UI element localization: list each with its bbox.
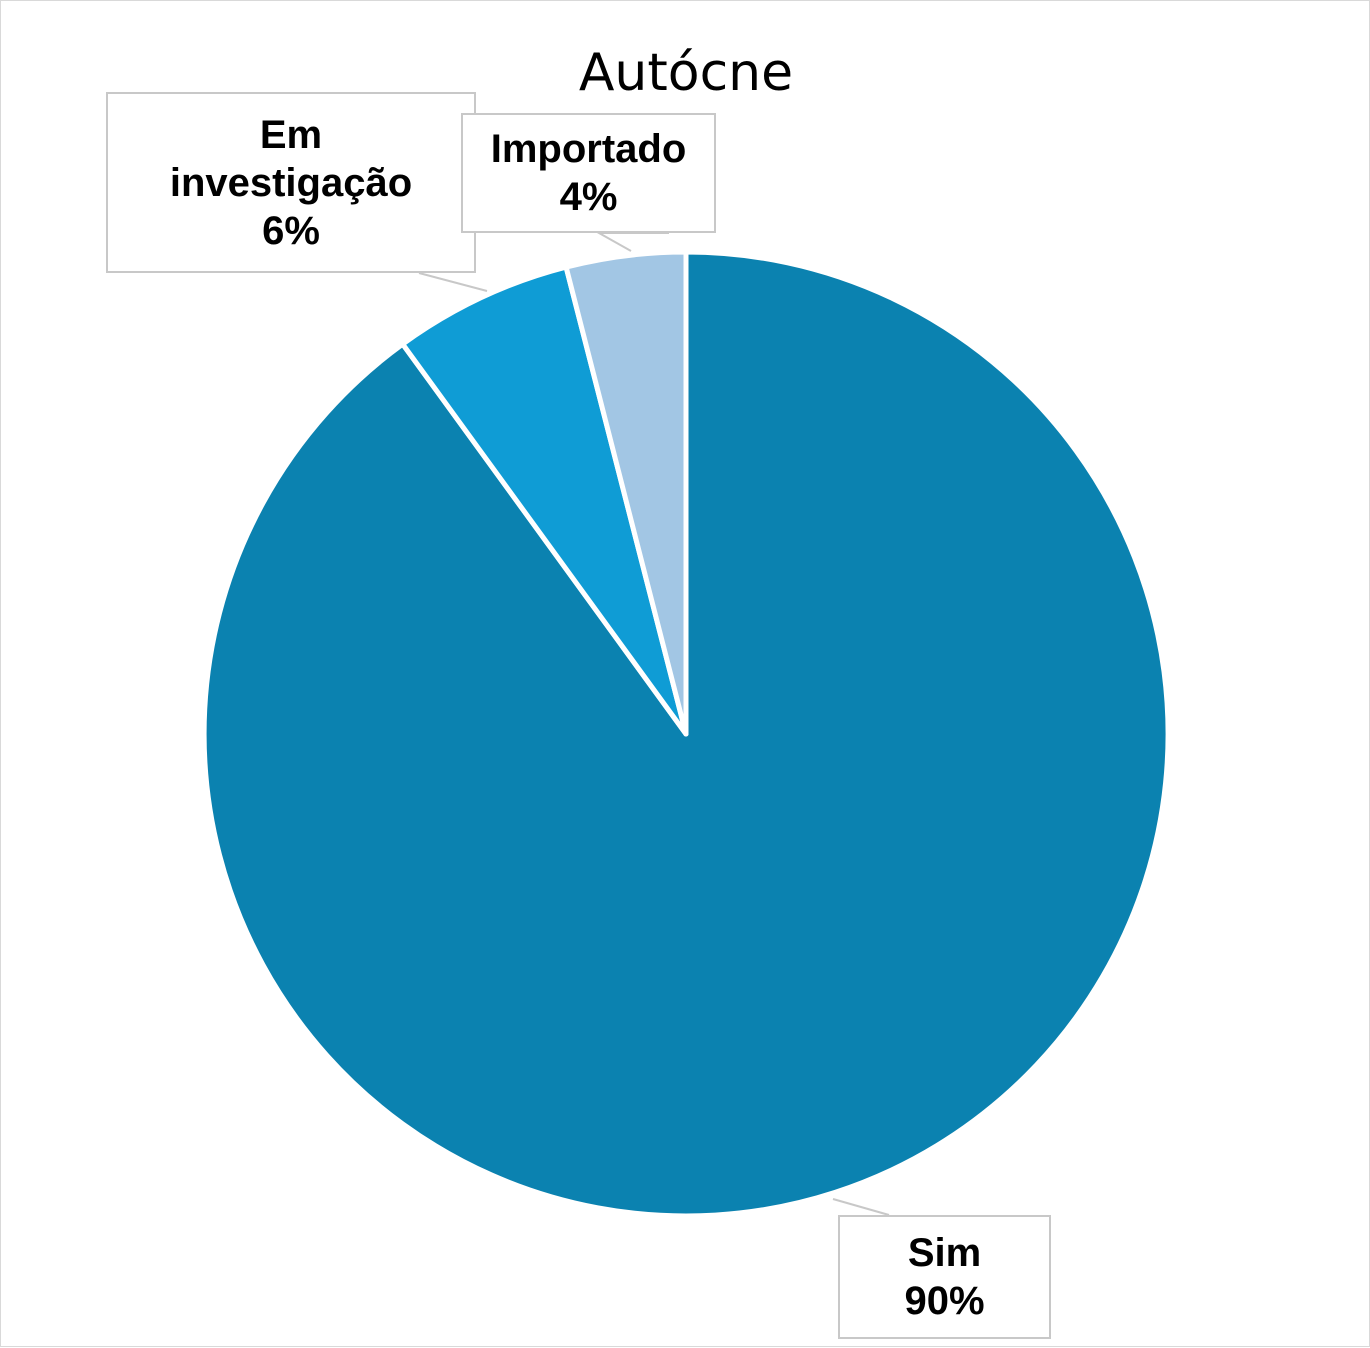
slice-value-sim: 90% bbox=[904, 1279, 985, 1323]
slice-label-em-investigacao: Em investigação bbox=[169, 112, 413, 205]
slice-label-importado: Importado bbox=[490, 127, 687, 171]
leader-line-importado bbox=[595, 232, 669, 252]
callout-importado: Importado 4% bbox=[461, 113, 716, 233]
pie-slice-em-investigacao bbox=[400, 264, 689, 737]
pie-slice-importado bbox=[563, 249, 689, 737]
leader-line-em-investigacao bbox=[418, 272, 488, 292]
slice-value-em-investigacao: 6% bbox=[262, 208, 320, 253]
chart-title: Autócne bbox=[578, 43, 794, 103]
slice-value-importado: 4% bbox=[559, 175, 618, 219]
slice-label-sim: Sim bbox=[907, 1231, 982, 1275]
callout-sim: Sim 90% bbox=[838, 1215, 1051, 1339]
leader-line-sim bbox=[832, 1198, 890, 1216]
callout-em-investigacao: Em investigação 6% bbox=[106, 92, 476, 273]
